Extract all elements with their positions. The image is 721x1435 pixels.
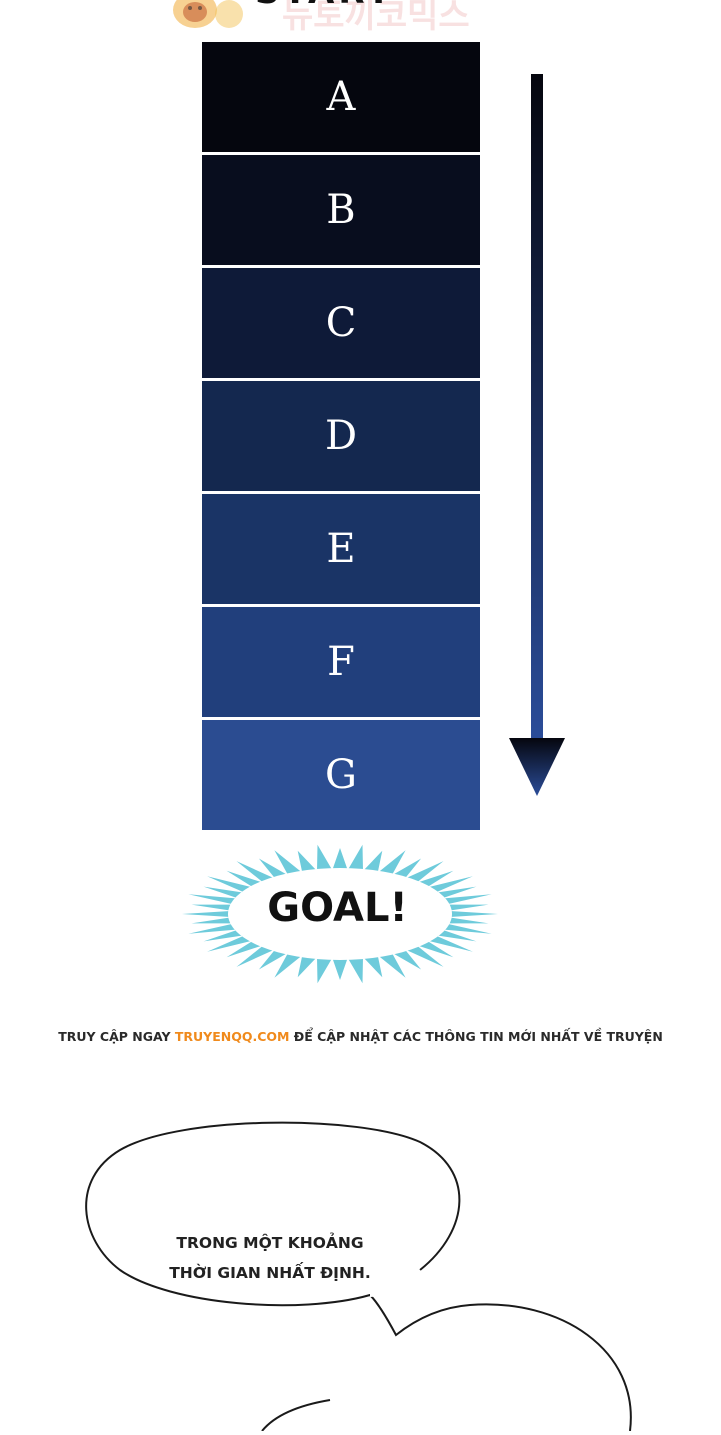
step-a: A	[202, 42, 480, 152]
speech-bubble-text: TRONG MỘT KHOẢNG THỜI GIAN NHẤT ĐỊNH.	[130, 1228, 410, 1288]
step-c: C	[202, 268, 480, 378]
site-notice: TRUY CẬP NGAY TRUYENQQ.COM ĐỂ CẬP NHẬT C…	[0, 1029, 721, 1044]
step-label: A	[326, 74, 356, 120]
goal-label: GOAL!	[267, 885, 408, 931]
notice-suffix: ĐỂ CẬP NHẬT CÁC THÔNG TIN MỚI NHẤT VỀ TR…	[289, 1029, 663, 1044]
notice-site-link[interactable]: TRUYENQQ.COM	[174, 1029, 290, 1044]
step-ladder: A B C D E F G	[202, 42, 480, 833]
step-label: C	[325, 300, 357, 346]
goal-burst-icon	[180, 842, 500, 996]
step-label: D	[324, 413, 358, 459]
step-d: D	[202, 381, 480, 491]
step-label: E	[326, 526, 356, 572]
start-title: START	[255, 0, 455, 16]
burst-center	[228, 868, 452, 960]
mascot-logo-icon	[165, 0, 255, 42]
watermark-text: 뉴토끼코믹스	[282, 0, 470, 36]
step-label: F	[327, 639, 355, 685]
notice-prefix: TRUY CẬP NGAY	[58, 1029, 175, 1044]
step-b: B	[202, 155, 480, 265]
down-arrow-icon	[505, 74, 569, 802]
step-label: G	[325, 752, 357, 798]
step-f: F	[202, 607, 480, 717]
speech-line-1: TRONG MỘT KHOẢNG	[176, 1234, 364, 1252]
speech-line-2: THỜI GIAN NHẤT ĐỊNH.	[169, 1264, 371, 1282]
step-g: G	[202, 720, 480, 830]
step-e: E	[202, 494, 480, 604]
step-label: B	[326, 187, 356, 233]
speech-bubble	[0, 1120, 721, 1435]
